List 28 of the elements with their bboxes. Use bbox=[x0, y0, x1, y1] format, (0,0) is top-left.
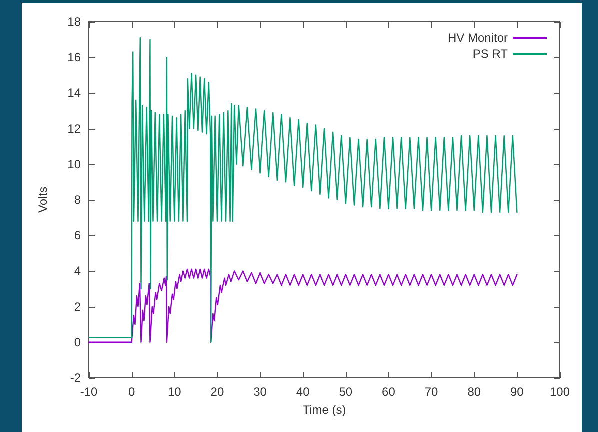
y-tick-label: 12 bbox=[68, 122, 82, 136]
x-tick-label: 40 bbox=[296, 385, 310, 399]
y-axis-title: Volts bbox=[36, 186, 50, 214]
y-tick-label: 10 bbox=[68, 157, 82, 172]
x-tick-label: 10 bbox=[168, 385, 182, 399]
x-tick-label: 60 bbox=[382, 385, 396, 399]
y-tick-label: 4 bbox=[74, 264, 82, 278]
x-tick-label: 80 bbox=[468, 385, 482, 399]
y-tick-label: 16 bbox=[68, 50, 82, 65]
y-tick-label: 8 bbox=[74, 193, 82, 207]
y-tick-label: 14 bbox=[68, 86, 82, 100]
x-tick-label: 90 bbox=[510, 385, 524, 399]
legend-label: HV Monitor bbox=[448, 31, 508, 45]
x-axis-title: Time (s) bbox=[302, 403, 346, 417]
x-tick-label: 20 bbox=[210, 385, 224, 399]
y-tick-label: -2 bbox=[70, 371, 82, 385]
y-tick-label: 6 bbox=[74, 228, 82, 243]
legend-label: PS RT bbox=[472, 47, 509, 61]
y-tick-label: 2 bbox=[74, 300, 82, 314]
x-tick-label: 50 bbox=[339, 385, 353, 399]
line-series bbox=[88, 268, 518, 343]
y-tick-label: 18 bbox=[68, 15, 82, 29]
x-tick-label: -10 bbox=[80, 385, 98, 399]
x-tick-label: 30 bbox=[254, 385, 268, 399]
x-tick-label: 70 bbox=[424, 385, 439, 399]
y-tick-label: 0 bbox=[74, 335, 82, 350]
x-tick-label: 0 bbox=[128, 385, 136, 399]
x-tick-label: 100 bbox=[550, 385, 570, 399]
